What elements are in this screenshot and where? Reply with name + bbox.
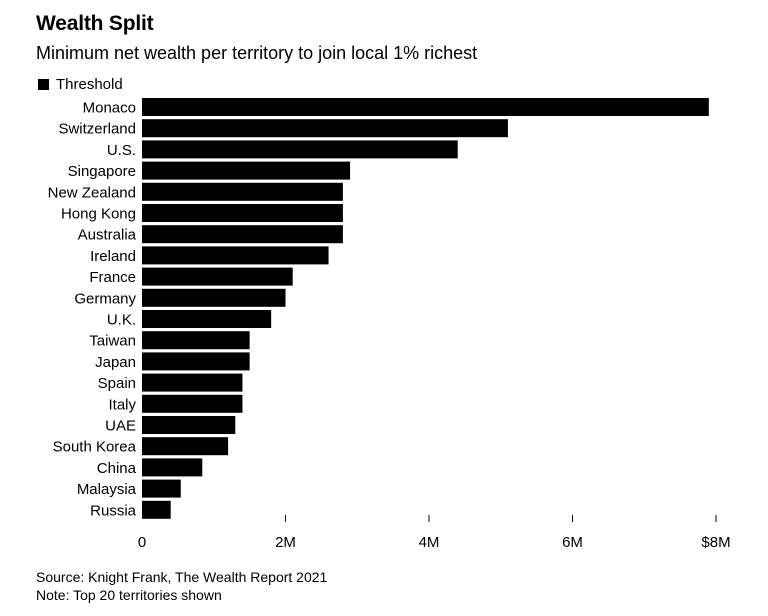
bar-monaco — [142, 98, 709, 116]
bar-russia — [142, 500, 171, 519]
category-label: Malaysia — [77, 481, 137, 498]
source-note: Source: Knight Frank, The Wealth Report … — [36, 569, 328, 585]
bar-south-korea — [142, 437, 229, 456]
category-label: Russia — [90, 502, 137, 519]
bar-japan — [142, 352, 250, 371]
footnote: Note: Top 20 territories shown — [36, 587, 222, 603]
chart-subtitle: Minimum net wealth per territory to join… — [36, 43, 478, 63]
bar-china — [142, 458, 203, 477]
x-tick-label: $8M — [701, 534, 730, 551]
x-tick-label: 2M — [275, 534, 296, 551]
bar-malaysia — [142, 479, 181, 498]
category-label: Australia — [78, 227, 137, 244]
bar-france — [142, 267, 293, 286]
bar-italy — [142, 394, 243, 413]
category-label: Singapore — [68, 163, 136, 180]
x-tick-label: 0 — [138, 534, 146, 551]
category-label: U.S. — [107, 142, 136, 159]
legend: Threshold — [38, 76, 123, 93]
legend-swatch — [38, 79, 49, 90]
category-label: Spain — [98, 375, 136, 392]
bar-singapore — [142, 161, 351, 180]
category-label: U.K. — [107, 312, 136, 329]
category-label: Japan — [95, 354, 136, 371]
bar-new-zealand — [142, 182, 343, 201]
bar-australia — [142, 225, 343, 244]
category-label: Switzerland — [58, 121, 136, 138]
category-label: New Zealand — [48, 184, 136, 201]
category-label: France — [89, 269, 136, 286]
bar-u-k — [142, 310, 272, 328]
category-label: UAE — [105, 418, 136, 435]
bar-taiwan — [142, 331, 250, 350]
category-label: Ireland — [90, 248, 136, 265]
category-label: Italy — [108, 396, 136, 413]
category-label: South Korea — [53, 439, 137, 456]
bar-hong-kong — [142, 204, 343, 222]
category-label: Monaco — [83, 100, 136, 117]
bar-germany — [142, 288, 286, 307]
bar-u-s — [142, 140, 458, 159]
chart-title: Wealth Split — [36, 12, 154, 35]
bar-spain — [142, 373, 243, 392]
x-tick-label: 6M — [562, 534, 583, 551]
category-label: Germany — [74, 290, 136, 307]
category-label: Taiwan — [89, 333, 136, 350]
x-tick-label: 4M — [419, 534, 440, 551]
category-label: China — [97, 460, 137, 477]
legend-label: Threshold — [56, 76, 123, 93]
bar-ireland — [142, 246, 329, 265]
category-label: Hong Kong — [61, 206, 136, 223]
bar-switzerland — [142, 119, 508, 138]
bar-uae — [142, 416, 236, 434]
